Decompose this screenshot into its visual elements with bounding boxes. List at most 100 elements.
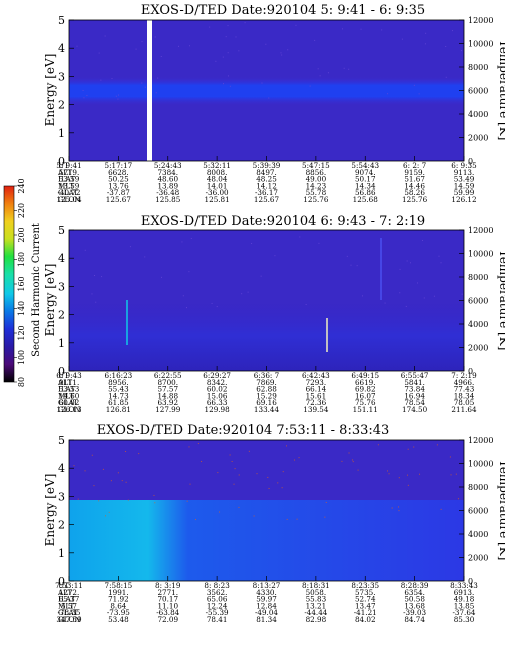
energy-band <box>69 500 464 581</box>
orbit-row-label: UT <box>58 581 69 590</box>
orbit-value: -41.21 <box>354 608 377 617</box>
speckle <box>77 498 79 500</box>
speckle <box>282 471 284 473</box>
speckle <box>154 502 156 504</box>
speckle <box>188 446 190 448</box>
orbit-value: 151.11 <box>353 405 378 414</box>
orbit-value: 61.85 <box>108 398 129 407</box>
orbit-value: 14.34 <box>355 181 376 190</box>
speckle <box>461 50 463 52</box>
speckle <box>314 39 316 41</box>
orbit-value: 5:47:15 <box>302 161 330 170</box>
orbit-value: 14.59 <box>454 181 475 190</box>
speckle <box>229 85 231 87</box>
orbit-value: 53.49 <box>454 175 475 184</box>
speckle <box>247 291 249 293</box>
orbit-value: 50.25 <box>108 175 129 184</box>
colorbar-tick-label: 240 <box>17 178 26 193</box>
speckle <box>231 460 233 462</box>
speckle <box>407 484 409 486</box>
orbit-value: 14.12 <box>256 181 277 190</box>
speckle <box>177 45 179 47</box>
panel-title: EXOS-D/TED Date:920104 7:53:11 - 8:33:43 <box>97 423 390 438</box>
orbit-value: 125.67 <box>254 195 280 204</box>
speckle <box>117 472 119 474</box>
speckle <box>117 98 119 100</box>
speckle <box>188 271 190 273</box>
orbit-value: 13.68 <box>404 601 425 610</box>
orbit-value: -55.39 <box>206 608 229 617</box>
orbit-value: 5058. <box>306 588 327 597</box>
y-tick-label: 5 <box>58 434 65 447</box>
orbit-value: 126.81 <box>106 405 131 414</box>
speckle <box>101 276 103 278</box>
orbit-value: 69.16 <box>256 398 277 407</box>
speckle <box>104 515 106 517</box>
y2-tick-label: 6000 <box>468 507 488 516</box>
orbit-value: 14.46 <box>404 181 425 190</box>
orbit-value: 57.57 <box>157 385 178 394</box>
orbit-value: -44.44 <box>304 608 327 617</box>
speckle <box>298 457 300 459</box>
speckle <box>211 302 213 304</box>
y2-tick-label: 6000 <box>468 297 488 306</box>
orbit-value: 2771. <box>157 588 178 597</box>
speckle <box>445 46 447 48</box>
orbit-value: 12.84 <box>256 601 277 610</box>
colorbar-tick-label: 120 <box>17 325 26 340</box>
y-axis: 0 1 2 3 4 5 <box>58 224 74 378</box>
speckle <box>94 274 96 276</box>
orbit-value: 8700. <box>157 378 178 387</box>
orbit-value: 13.89 <box>157 181 178 190</box>
orbit-value: 8856. <box>306 168 327 177</box>
y2-tick-label: 0 <box>468 367 473 376</box>
speckle <box>286 518 288 520</box>
speckle <box>127 499 129 501</box>
speckle <box>360 28 362 30</box>
orbit-value: 6:42:43 <box>302 371 330 380</box>
orbit-value: 53.59 <box>59 175 80 184</box>
orbit-value: 7:58:15 <box>105 581 133 590</box>
colorbar-scale <box>3 185 15 383</box>
y2-tick-label: 0 <box>468 157 473 166</box>
speckle <box>457 498 459 500</box>
orbit-value: 125.76 <box>402 195 428 204</box>
y-axis: 0 1 2 3 4 5 <box>58 14 74 168</box>
orbit-value: 50.17 <box>355 175 376 184</box>
orbit-value: 5: 9:41 <box>56 161 81 170</box>
y-tick-label: 1 <box>58 127 65 140</box>
speckle <box>348 452 350 454</box>
panel-1: EXOS-D/TED Date:920104 5: 9:41 - 6: 9:35… <box>43 3 505 204</box>
speckle <box>188 45 190 47</box>
speckle <box>299 236 301 238</box>
orbit-value: 6:29:27 <box>203 371 231 380</box>
y2-tick-label: 2000 <box>468 134 488 143</box>
orbit-value: 56.86 <box>355 188 376 197</box>
orbit-value: 77.43 <box>454 385 475 394</box>
y2-tick-label: 10000 <box>468 460 493 469</box>
speckle <box>317 68 319 70</box>
speckle <box>361 295 363 297</box>
orbit-value: 16.07 <box>355 391 376 400</box>
orbit-value: 13.85 <box>454 601 475 610</box>
orbit-value: 48.04 <box>207 175 228 184</box>
orbit-value: 5:17:17 <box>105 161 133 170</box>
orbit-value: 49.00 <box>306 175 327 184</box>
orbit-value: -49.04 <box>255 608 278 617</box>
speckle <box>125 450 127 452</box>
orbit-value: 211.64 <box>451 405 477 414</box>
orbit-value: 18.34 <box>454 391 475 400</box>
orbit-value: 4330. <box>256 588 277 597</box>
speckle <box>399 268 401 270</box>
orbit-row-label: GLON <box>58 615 81 624</box>
orbit-value: 52.74 <box>355 595 376 604</box>
orbit-value: 11.10 <box>157 601 178 610</box>
orbit-table: UT7:53:11 7:58:15 8: 3:19 8: 8:23 8:13:27 8:1… <box>55 581 478 624</box>
y2-tick-label: 2000 <box>468 344 488 353</box>
orbit-value: 8342. <box>207 378 228 387</box>
orbit-value: 6628. <box>108 168 129 177</box>
orbit-row-label: MLT <box>58 601 75 610</box>
speckle <box>455 473 457 475</box>
orbit-value: 78.54 <box>404 398 425 407</box>
